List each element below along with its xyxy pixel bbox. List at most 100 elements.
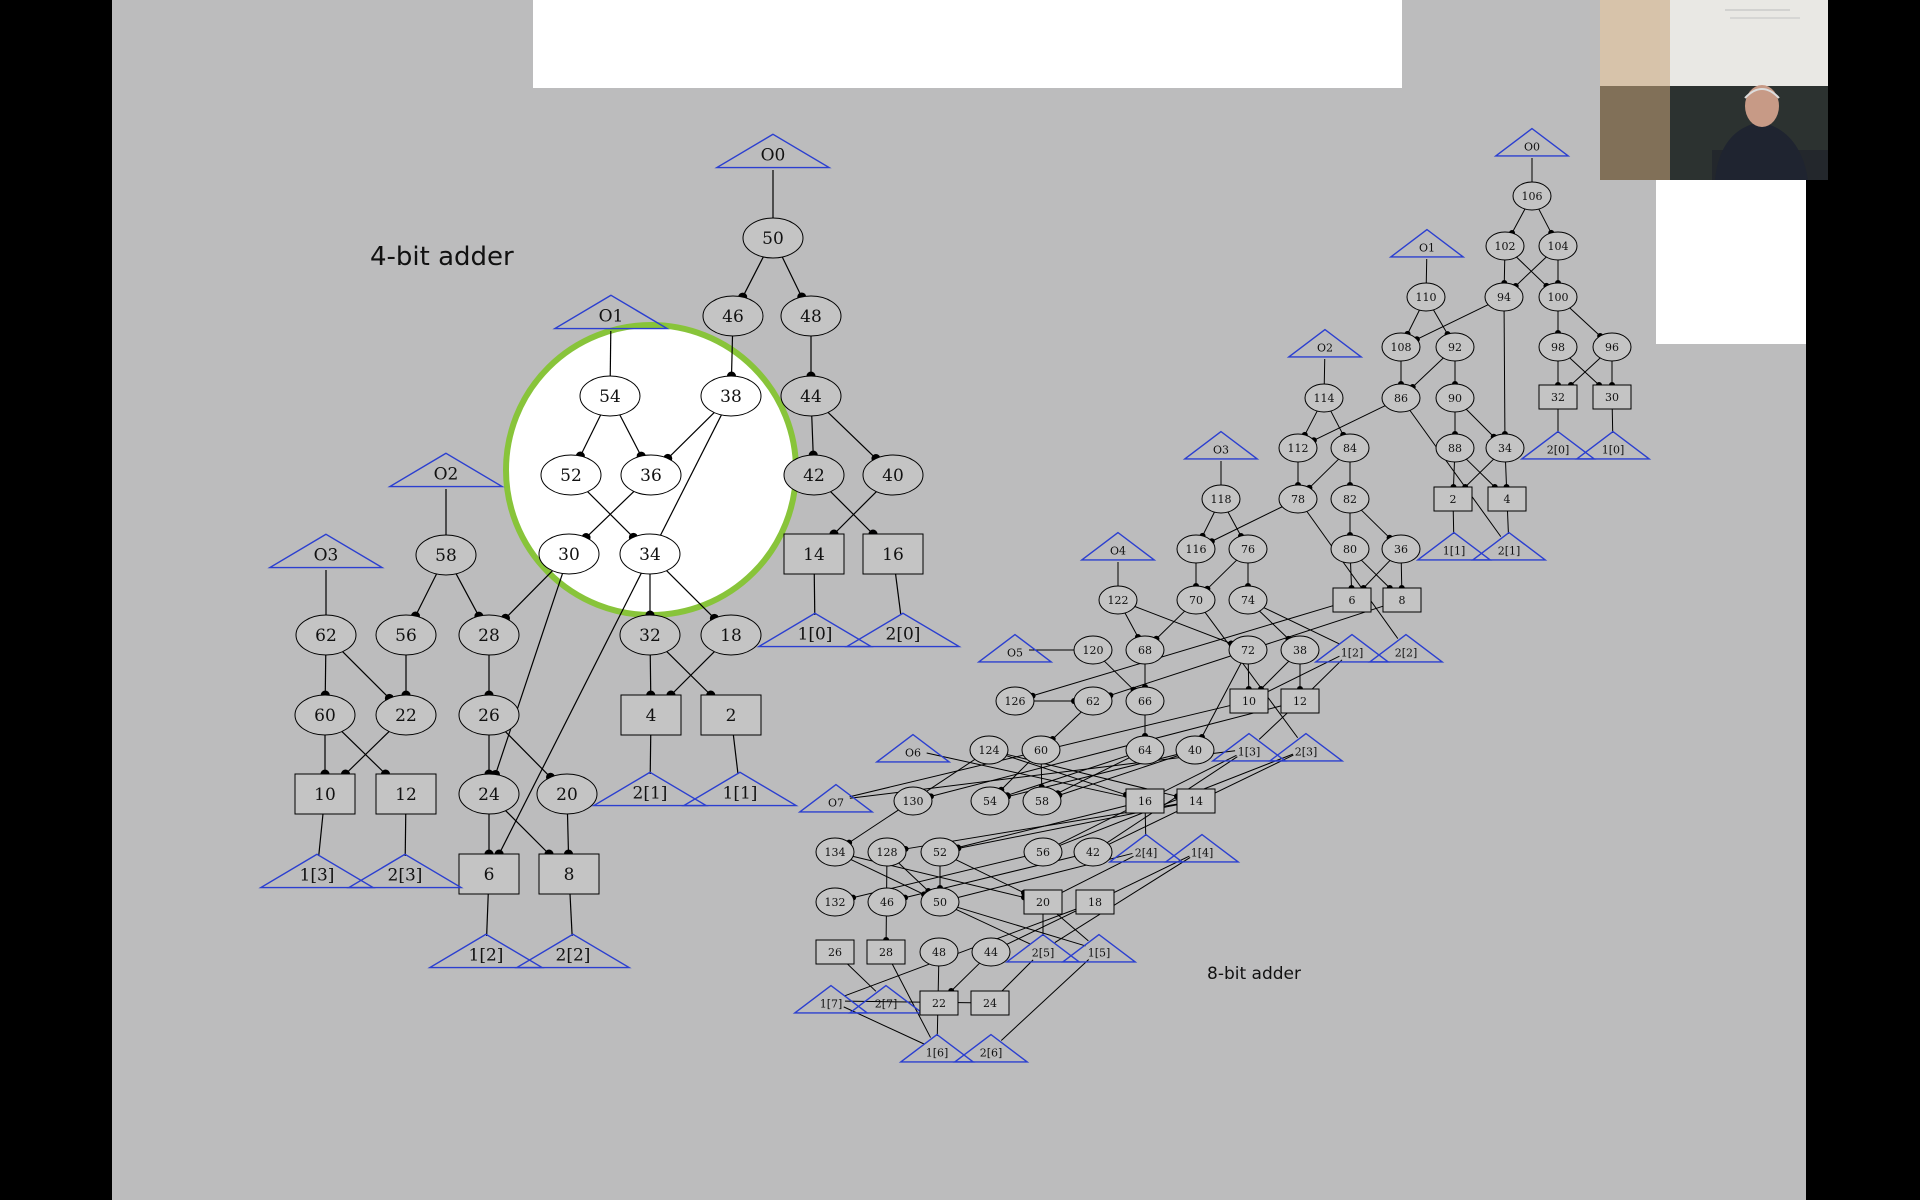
adder8-edge — [1350, 562, 1353, 589]
adder4-edge — [830, 491, 874, 535]
adder8-edge — [1466, 458, 1496, 488]
adder8-node-label: 52 — [933, 846, 947, 859]
adder4-node-label: 6 — [484, 865, 495, 885]
adder8-node-io: O1 — [1388, 228, 1466, 258]
adder8-edge — [1538, 208, 1552, 234]
adder4-node-io: 1[1] — [681, 771, 799, 807]
adder8-node-box: 20 — [1023, 889, 1063, 915]
adder4-edge — [404, 813, 407, 857]
adder8-node-label: 82 — [1343, 493, 1357, 506]
adder4-node-label: 52 — [560, 466, 582, 486]
adder8-node-op: 126 — [995, 686, 1035, 716]
adder4-node-op: 50 — [742, 217, 804, 259]
adder8-node-box: 14 — [1176, 788, 1216, 814]
adder8-node-io: O7 — [797, 783, 875, 813]
adder4-node-label: 42 — [803, 466, 825, 486]
adder8-node-label: 108 — [1391, 341, 1412, 354]
adder4-edge — [566, 813, 570, 855]
adder4-node-label: 12 — [395, 785, 417, 805]
adder8-edge — [957, 805, 1127, 849]
adder8-node-label: 122 — [1108, 594, 1129, 607]
adder8-node-label: 120 — [1083, 644, 1104, 657]
adder8-edge — [1363, 560, 1391, 589]
adder8-node-label: 62 — [1086, 695, 1100, 708]
adder8-node-label: 2 — [1450, 493, 1457, 506]
adder8-node-label: 28 — [879, 946, 893, 959]
adder8-node-op: 122 — [1098, 585, 1138, 615]
adder8-edge — [1306, 511, 1399, 639]
adder4-node-label: O3 — [314, 546, 339, 566]
adder8-edge — [843, 908, 1077, 997]
adder8-edge — [1260, 660, 1290, 690]
adder8-edge — [1156, 610, 1185, 640]
adder8-node-box: 16 — [1125, 788, 1165, 814]
adder8-node-label: O1 — [1419, 241, 1435, 254]
adder8-node-box: 26 — [815, 939, 855, 965]
adder8-node-label: 74 — [1241, 594, 1255, 607]
adder8-node-io: 1[0] — [1574, 430, 1652, 460]
adder4-edge — [649, 734, 652, 775]
adder8-node-io: O2 — [1286, 328, 1364, 358]
adder8-node-op: 44 — [971, 937, 1011, 967]
adder4-node-box: 4 — [620, 694, 682, 736]
adder8-node-label: 1[5] — [1088, 946, 1111, 959]
adder8-node-label: O0 — [1524, 140, 1540, 153]
adder4-node-label: 26 — [478, 706, 500, 726]
adder8-node-op: 128 — [867, 837, 907, 867]
adder8-edge — [1124, 612, 1139, 638]
adder4-edge — [324, 654, 327, 696]
adder4-edge — [494, 573, 564, 775]
adder8-edge — [1263, 607, 1340, 645]
adder8-node-label: 50 — [933, 896, 947, 909]
adder4-node-io: 1[2] — [427, 933, 545, 969]
adder8-edge — [1104, 660, 1134, 691]
adder4-node-io: 2[3] — [346, 853, 464, 889]
adder8-edge — [955, 859, 1025, 894]
adder4-node-io: 2[2] — [514, 933, 632, 969]
adder4-node-box: 12 — [375, 773, 437, 815]
adder8-node-label: 60 — [1034, 744, 1048, 757]
adder4-node-label: 48 — [800, 307, 822, 327]
adder8-node-io: 1[7] — [792, 984, 870, 1014]
adder8-node-label: 76 — [1241, 543, 1255, 556]
adder4-node-op: 30 — [538, 533, 600, 575]
adder4-node-op: 52 — [540, 454, 602, 496]
adder8-node-label: 94 — [1497, 291, 1511, 304]
whiteboard-strip — [533, 0, 1402, 88]
adder4-edge — [894, 573, 902, 616]
adder8-node-op: 60 — [1021, 735, 1061, 765]
adder4-edge — [414, 573, 438, 617]
adder8-node-label: 64 — [1138, 744, 1152, 757]
adder8-node-box: 18 — [1075, 889, 1115, 915]
adder8-edge — [1106, 756, 1238, 844]
adder8-node-label: 72 — [1241, 644, 1255, 657]
adder4-node-label: 40 — [882, 466, 904, 486]
adder8-node-op: 118 — [1201, 484, 1241, 514]
adder8-node-op: 124 — [969, 735, 1009, 765]
adder4-edge — [505, 810, 550, 855]
adder8-node-io: 1[2] — [1313, 633, 1391, 663]
adder8-node-label: 2[6] — [980, 1046, 1003, 1059]
adder8-node-op: 88 — [1435, 433, 1475, 463]
adder8-edge — [1516, 256, 1547, 287]
adder8-node-label: 112 — [1288, 442, 1309, 455]
adder4-node-label: 20 — [556, 785, 578, 805]
adder8-edge — [1407, 309, 1420, 335]
adder8-node-label: 80 — [1343, 543, 1357, 556]
adder4-node-label: 24 — [478, 785, 500, 805]
adder8-node-label: 116 — [1186, 543, 1207, 556]
adder4-node-op: 42 — [783, 454, 845, 496]
adder8-node-op: 66 — [1125, 686, 1165, 716]
adder8-node-box: 4 — [1487, 486, 1527, 512]
adder8-node-op: 78 — [1278, 484, 1318, 514]
adder4-edge — [666, 570, 715, 619]
adder4-edge — [670, 651, 715, 696]
adder8-node-label: 126 — [1005, 695, 1026, 708]
adder8-edge — [1259, 610, 1289, 640]
adder8-node-op: 58 — [1022, 786, 1062, 816]
adder4-edge — [505, 731, 551, 778]
adder4-node-op: 44 — [780, 375, 842, 417]
adder8-node-label: 20 — [1036, 896, 1050, 909]
adder4-edge — [649, 654, 652, 696]
adder8-node-io: O6 — [874, 733, 952, 763]
